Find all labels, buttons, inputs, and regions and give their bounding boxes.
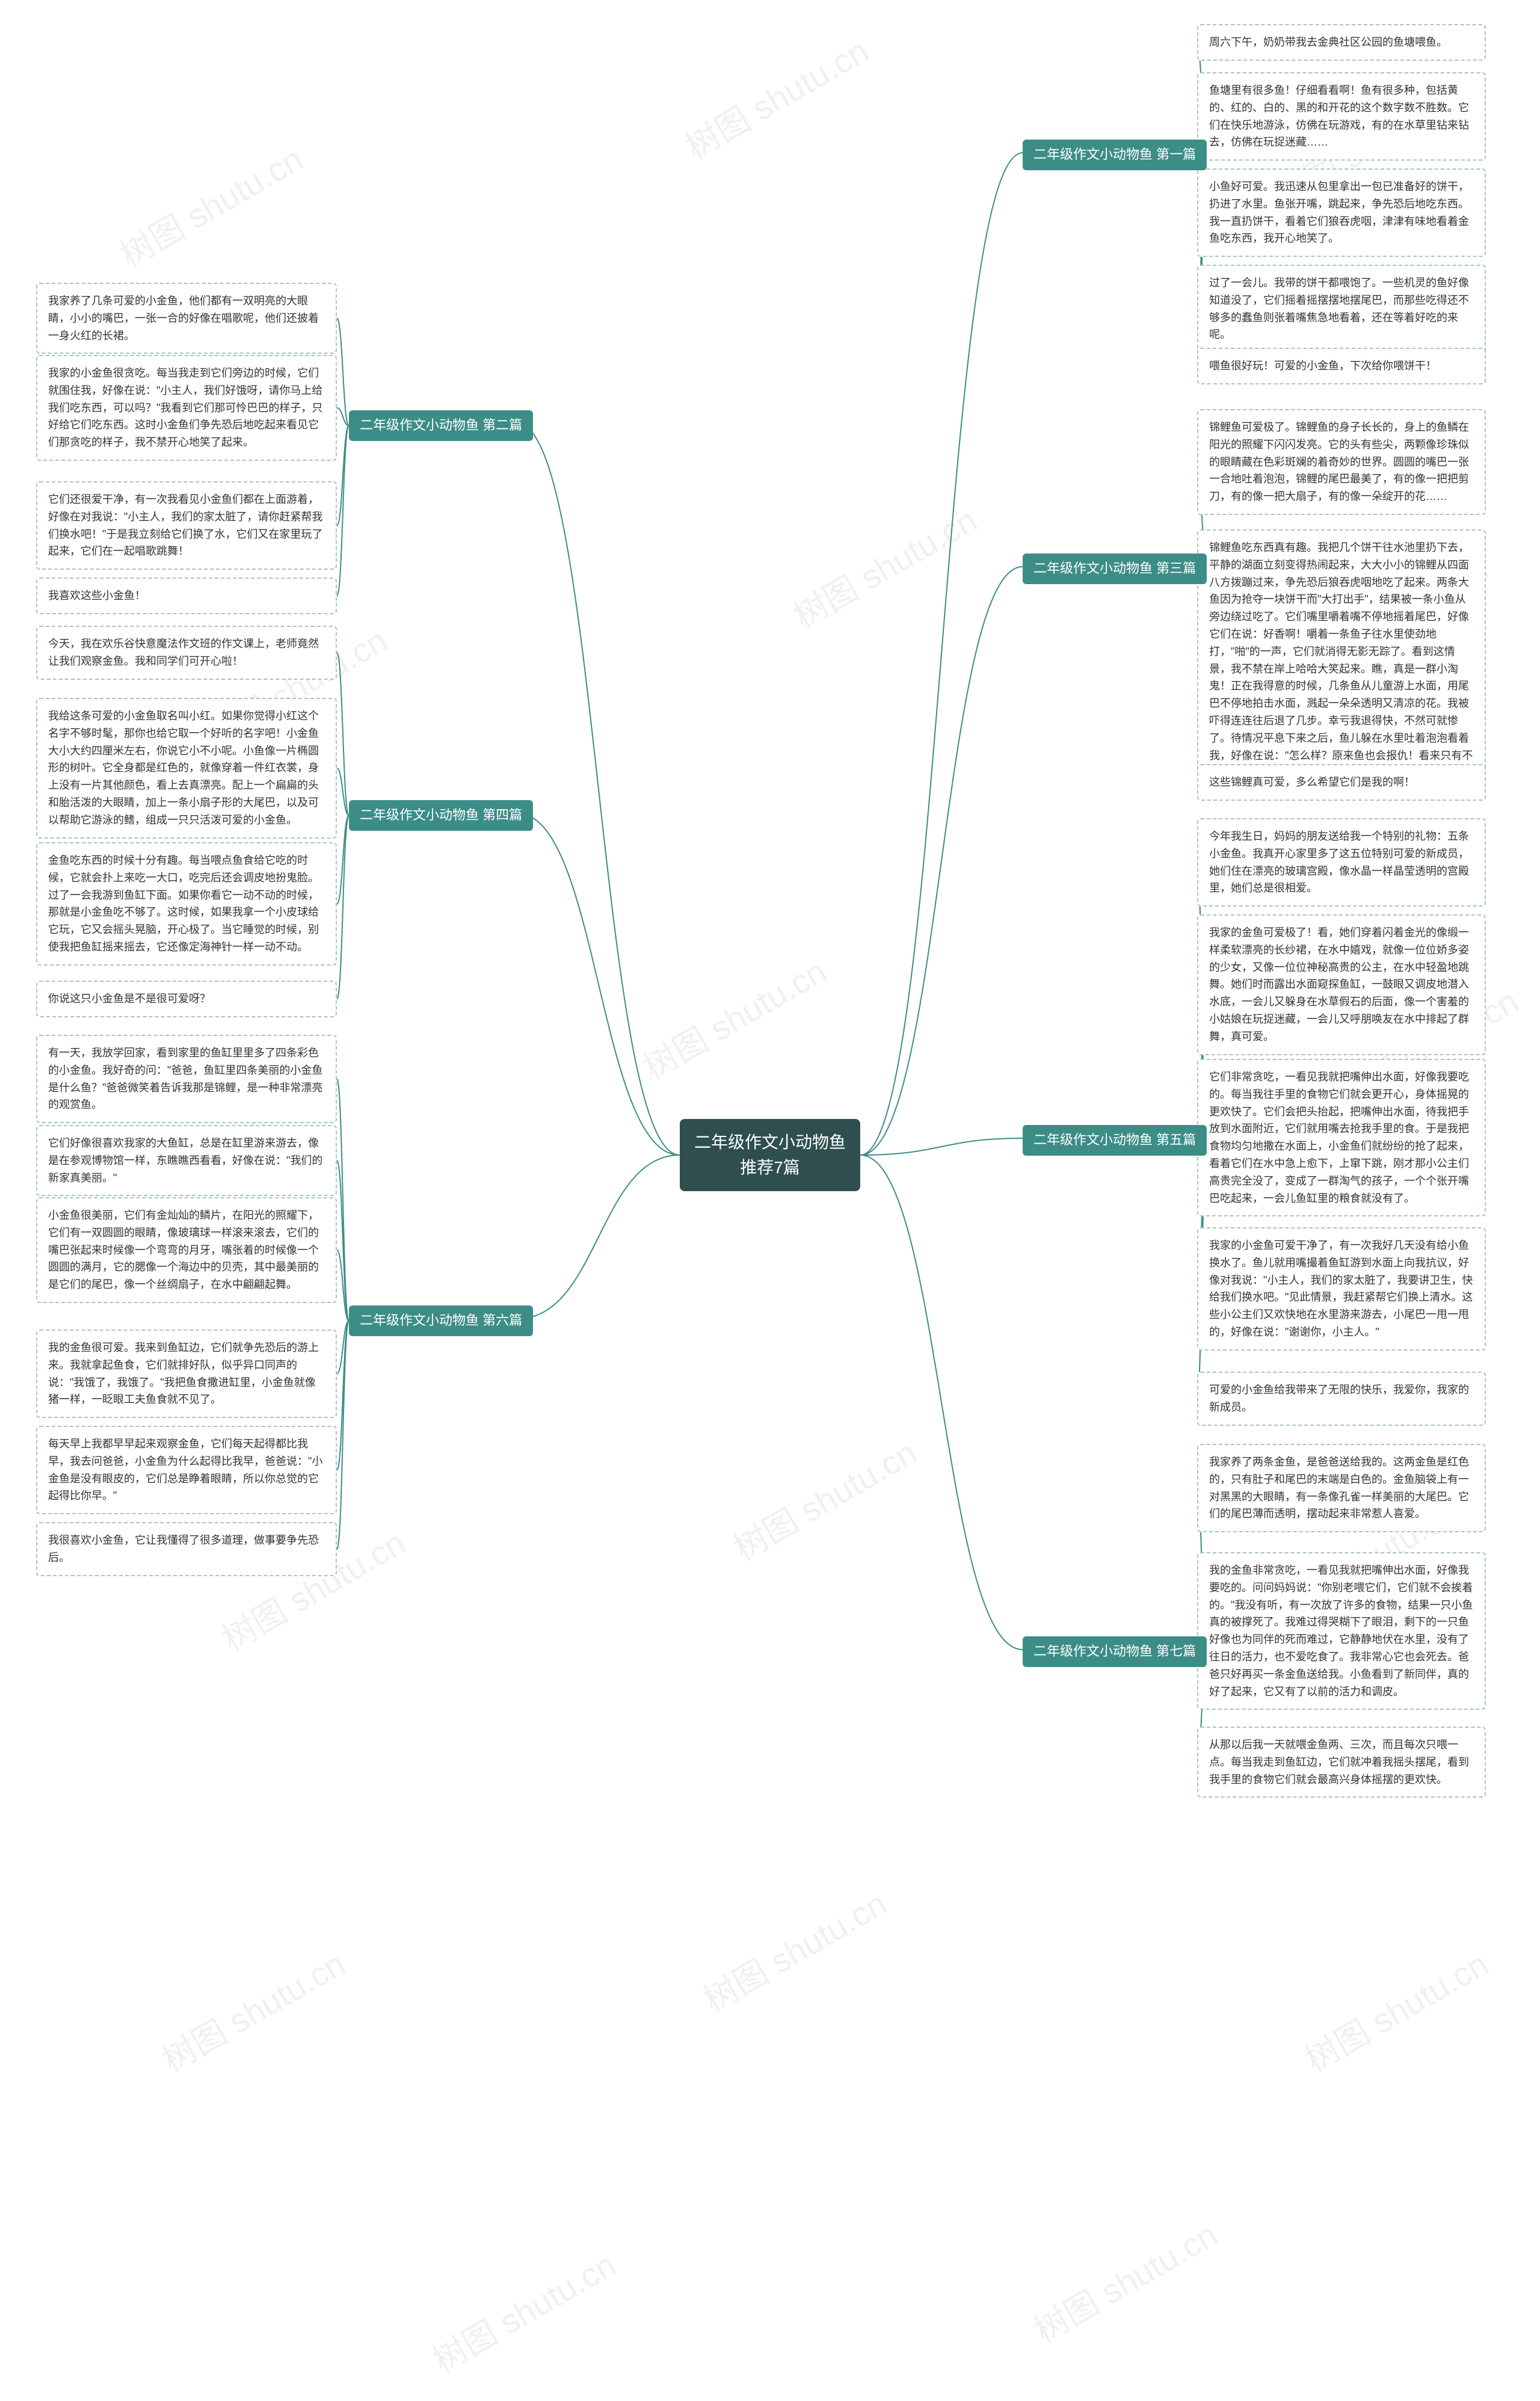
branch-node: 二年级作文小动物鱼 第一篇: [1023, 140, 1207, 170]
leaf-text: 小鱼好可爱。我迅速从包里拿出一包已准备好的饼干，扔进了水里。鱼张开嘴，跳起来，争…: [1209, 180, 1469, 244]
branch-label: 二年级作文小动物鱼 第四篇: [360, 807, 522, 822]
watermark: 树图 shutu.cn: [693, 1878, 894, 2022]
leaf-node: 锦鲤鱼吃东西真有趣。我把几个饼干往水池里扔下去，平静的湖面立刻变得热闹起来，大大…: [1197, 529, 1486, 791]
leaf-text: 锦鲤鱼可爱极了。锦鲤鱼的身子长长的，身上的鱼鳞在阳光的照耀下闪闪发亮。它的头有些…: [1209, 421, 1469, 502]
branch-node: 二年级作文小动物鱼 第五篇: [1023, 1125, 1207, 1156]
leaf-node: 我喜欢这些小金鱼！: [36, 578, 337, 614]
leaf-text: 我很喜欢小金鱼，它让我懂得了很多道理，做事要争先恐后。: [48, 1534, 319, 1564]
leaf-text: 我给这条可爱的小金鱼取名叫小红。如果你觉得小红这个名字不够时髦，那你也给它取一个…: [48, 710, 319, 826]
leaf-node: 我家养了几条可爱的小金鱼，他们都有一双明亮的大眼睛，小小的嘴巴，一张一合的好像在…: [36, 283, 337, 354]
watermark: 树图 shutu.cn: [783, 494, 984, 638]
leaf-node: 它们好像很喜欢我家的大鱼缸，总是在缸里游来游去，像是在参观博物馆一样，东瞧瞧西看…: [36, 1125, 337, 1196]
leaf-node: 我给这条可爱的小金鱼取名叫小红。如果你觉得小红这个名字不够时髦，那你也给它取一个…: [36, 698, 337, 839]
leaf-node: 我的金鱼很可爱。我来到鱼缸边，它们就争先恐后的游上来。我就拿起鱼食，它们就排好队…: [36, 1330, 337, 1418]
branch-node: 二年级作文小动物鱼 第七篇: [1023, 1636, 1207, 1667]
watermark: 树图 shutu.cn: [675, 25, 876, 169]
leaf-node: 有一天，我放学回家，看到家里的鱼缸里里多了四条彩色的小金鱼。我好奇的问："爸爸，…: [36, 1035, 337, 1123]
leaf-node: 我家养了两条金鱼，是爸爸送给我的。这两金鱼是红色的，只有肚子和尾巴的末端是白色的…: [1197, 1444, 1486, 1532]
leaf-node: 你说这只小金鱼是不是很可爱呀？: [36, 981, 337, 1017]
leaf-node: 我很喜欢小金鱼，它让我懂得了很多道理，做事要争先恐后。: [36, 1522, 337, 1576]
watermark: 树图 shutu.cn: [1024, 2208, 1225, 2353]
leaf-text: 它们非常贪吃，一看见我就把嘴伸出水面，好像我要吃的。每当我往手里的食物它们就会更…: [1209, 1071, 1469, 1204]
branch-label: 二年级作文小动物鱼 第五篇: [1033, 1132, 1196, 1147]
branch-node: 二年级作文小动物鱼 第四篇: [349, 800, 533, 831]
leaf-text: 我家的小金鱼很贪吃。每当我走到它们旁边的时候，它们就围住我，好像在说："小主人，…: [48, 367, 322, 448]
leaf-node: 小金鱼很美丽，它们有金灿灿的鳞片，在阳光的照耀下，它们有一双圆圆的眼睛，像玻璃球…: [36, 1197, 337, 1303]
leaf-text: 鱼塘里有很多鱼！仔细看看啊！鱼有很多种，包括黄的、红的、白的、黑的和开花的这个数…: [1209, 84, 1469, 148]
leaf-node: 每天早上我都早早起来观察金鱼，它们每天起得都比我早，我去问爸爸，小金鱼为什么起得…: [36, 1426, 337, 1514]
branch-node: 二年级作文小动物鱼 第六篇: [349, 1305, 533, 1336]
watermark: 树图 shutu.cn: [633, 945, 834, 1090]
branch-label: 二年级作文小动物鱼 第一篇: [1033, 147, 1196, 162]
leaf-node: 周六下午，奶奶带我去金典社区公园的鱼塘喂鱼。: [1197, 24, 1486, 61]
leaf-node: 今天，我在欢乐谷快意魔法作文班的作文课上，老师竟然让我们观察金鱼。我和同学们可开…: [36, 626, 337, 680]
leaf-text: 有一天，我放学回家，看到家里的鱼缸里里多了四条彩色的小金鱼。我好奇的问："爸爸，…: [48, 1047, 322, 1111]
leaf-text: 从那以后我一天就喂金鱼两、三次，而且每次只喂一点。每当我走到鱼缸边，它们就冲着我…: [1209, 1739, 1469, 1786]
leaf-text: 今天，我在欢乐谷快意魔法作文班的作文课上，老师竟然让我们观察金鱼。我和同学们可开…: [48, 638, 319, 667]
watermark: 树图 shutu.cn: [723, 1426, 924, 1571]
leaf-text: 我的金鱼很可爱。我来到鱼缸边，它们就争先恐后的游上来。我就拿起鱼食，它们就排好队…: [48, 1342, 319, 1405]
leaf-node: 我家的小金鱼很贪吃。每当我走到它们旁边的时候，它们就围住我，好像在说："小主人，…: [36, 355, 337, 461]
watermark: 树图 shutu.cn: [422, 2239, 623, 2383]
branch-label: 二年级作文小动物鱼 第六篇: [360, 1313, 522, 1328]
leaf-text: 锦鲤鱼吃东西真有趣。我把几个饼干往水池里扔下去，平静的湖面立刻变得热闹起来，大大…: [1209, 541, 1473, 778]
branch-node: 二年级作文小动物鱼 第三篇: [1023, 553, 1207, 584]
center-title: 二年级作文小动物鱼推荐7篇: [694, 1133, 846, 1177]
leaf-node: 它们非常贪吃，一看见我就把嘴伸出水面，好像我要吃的。每当我往手里的食物它们就会更…: [1197, 1059, 1486, 1216]
leaf-node: 我家的小金鱼可爱干净了，有一次我好几天没有给小鱼换水了。鱼儿就用嘴撮着鱼缸游到水…: [1197, 1227, 1486, 1351]
leaf-node: 喂鱼很好玩！可爱的小金鱼，下次给你喂饼干！: [1197, 348, 1486, 384]
branch-node: 二年级作文小动物鱼 第二篇: [349, 410, 533, 441]
leaf-text: 过了一会儿。我带的饼干都喂饱了。一些机灵的鱼好像知道没了，它们摇着摇摆摆地摆尾巴…: [1209, 277, 1469, 341]
leaf-text: 我家的金鱼可爱极了！看，她们穿着闪着金光的像缎一样柔软漂亮的长纱裙，在水中嬉戏，…: [1209, 926, 1469, 1043]
watermark: 树图 shutu.cn: [109, 133, 310, 277]
leaf-node: 它们还很爱干净，有一次我看见小金鱼们都在上面游着，好像在对我说："小主人，我们的…: [36, 481, 337, 570]
mindmap-stage: 二年级作文小动物鱼推荐7篇 树图 shutu.cn 树图 shutu.cn 树图 s…: [0, 0, 1540, 2401]
watermark: 树图 shutu.cn: [152, 1938, 353, 2082]
branch-label: 二年级作文小动物鱼 第二篇: [360, 418, 522, 433]
leaf-node: 这些锦鲤真可爱，多么希望它们是我的啊！: [1197, 764, 1486, 801]
leaf-node: 今年我生日，妈妈的朋友送给我一个特别的礼物：五条小金鱼。我真开心家里多了这五位特…: [1197, 818, 1486, 907]
leaf-text: 周六下午，奶奶带我去金典社区公园的鱼塘喂鱼。: [1209, 36, 1447, 48]
leaf-node: 金鱼吃东西的时候十分有趣。每当喂点鱼食给它吃的时候，它就会扑上来吃一大口，吃完后…: [36, 842, 337, 966]
leaf-node: 我的金鱼非常贪吃，一看见我就把嘴伸出水面，好像我要吃的。问问妈妈说："你别老喂它…: [1197, 1552, 1486, 1710]
center-node: 二年级作文小动物鱼推荐7篇: [680, 1119, 860, 1191]
leaf-text: 我家养了几条可爱的小金鱼，他们都有一双明亮的大眼睛，小小的嘴巴，一张一合的好像在…: [48, 295, 319, 342]
branch-label: 二年级作文小动物鱼 第三篇: [1033, 561, 1196, 576]
leaf-text: 喂鱼很好玩！可爱的小金鱼，下次给你喂饼干！: [1209, 360, 1437, 372]
leaf-text: 可爱的小金鱼给我带来了无限的快乐，我爱你，我家的新成员。: [1209, 1384, 1469, 1413]
leaf-node: 我家的金鱼可爱极了！看，她们穿着闪着金光的像缎一样柔软漂亮的长纱裙，在水中嬉戏，…: [1197, 914, 1486, 1055]
leaf-node: 从那以后我一天就喂金鱼两、三次，而且每次只喂一点。每当我走到鱼缸边，它们就冲着我…: [1197, 1727, 1486, 1798]
branch-label: 二年级作文小动物鱼 第七篇: [1033, 1644, 1196, 1659]
leaf-text: 我家养了两条金鱼，是爸爸送给我的。这两金鱼是红色的，只有肚子和尾巴的末端是白色的…: [1209, 1456, 1469, 1520]
leaf-text: 金鱼吃东西的时候十分有趣。每当喂点鱼食给它吃的时候，它就会扑上来吃一大口，吃完后…: [48, 854, 319, 953]
leaf-text: 小金鱼很美丽，它们有金灿灿的鳞片，在阳光的照耀下，它们有一双圆圆的眼睛，像玻璃球…: [48, 1209, 319, 1290]
leaf-text: 我喜欢这些小金鱼！: [48, 590, 146, 602]
leaf-node: 过了一会儿。我带的饼干都喂饱了。一些机灵的鱼好像知道没了，它们摇着摇摆摆地摆尾巴…: [1197, 265, 1486, 353]
leaf-text: 你说这只小金鱼是不是很可爱呀？: [48, 993, 211, 1005]
leaf-node: 可爱的小金鱼给我带来了无限的快乐，我爱你，我家的新成员。: [1197, 1372, 1486, 1426]
leaf-node: 小鱼好可爱。我迅速从包里拿出一包已准备好的饼干，扔进了水里。鱼张开嘴，跳起来，争…: [1197, 168, 1486, 257]
leaf-text: 我的金鱼非常贪吃，一看见我就把嘴伸出水面，好像我要吃的。问问妈妈说："你别老喂它…: [1209, 1564, 1473, 1698]
watermark: 树图 shutu.cn: [1295, 1938, 1495, 2082]
leaf-node: 鱼塘里有很多鱼！仔细看看啊！鱼有很多种，包括黄的、红的、白的、黑的和开花的这个数…: [1197, 72, 1486, 161]
leaf-node: 锦鲤鱼可爱极了。锦鲤鱼的身子长长的，身上的鱼鳞在阳光的照耀下闪闪发亮。它的头有些…: [1197, 409, 1486, 515]
leaf-text: 这些锦鲤真可爱，多么希望它们是我的啊！: [1209, 776, 1415, 788]
leaf-text: 它们好像很喜欢我家的大鱼缸，总是在缸里游来游去，像是在参观博物馆一样，东瞧瞧西看…: [48, 1137, 322, 1184]
leaf-text: 每天早上我都早早起来观察金鱼，它们每天起得都比我早，我去问爸爸，小金鱼为什么起得…: [48, 1438, 322, 1502]
leaf-text: 我家的小金鱼可爱干净了，有一次我好几天没有给小鱼换水了。鱼儿就用嘴撮着鱼缸游到水…: [1209, 1239, 1473, 1338]
leaf-text: 今年我生日，妈妈的朋友送给我一个特别的礼物：五条小金鱼。我真开心家里多了这五位特…: [1209, 830, 1469, 894]
leaf-text: 它们还很爱干净，有一次我看见小金鱼们都在上面游着，好像在对我说："小主人，我们的…: [48, 493, 322, 557]
